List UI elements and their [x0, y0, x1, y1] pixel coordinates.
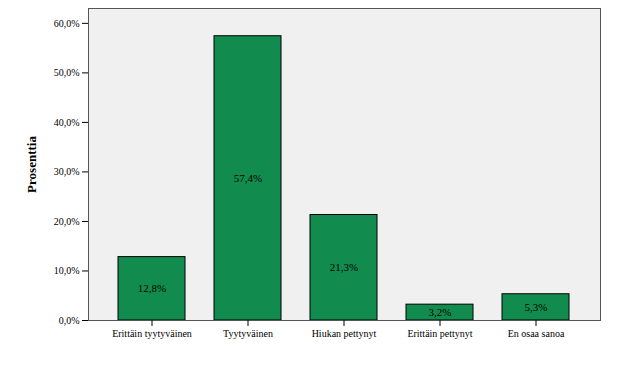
- svg-text:21,3%: 21,3%: [330, 261, 358, 273]
- svg-text:40,0%: 40,0%: [54, 117, 80, 128]
- svg-text:Tyytyväinen: Tyytyväinen: [223, 328, 273, 339]
- svg-text:En osaa sanoa: En osaa sanoa: [508, 328, 565, 339]
- svg-text:30,0%: 30,0%: [54, 166, 80, 177]
- svg-text:Erittäin pettynyt: Erittäin pettynyt: [407, 328, 472, 339]
- svg-text:10,0%: 10,0%: [54, 265, 80, 276]
- svg-text:50,0%: 50,0%: [54, 67, 80, 78]
- svg-text:60,0%: 60,0%: [54, 18, 80, 29]
- svg-text:Hiukan pettynyt: Hiukan pettynyt: [312, 328, 377, 339]
- svg-text:3,2%: 3,2%: [429, 306, 452, 318]
- svg-text:57,4%: 57,4%: [234, 172, 262, 184]
- svg-text:5,3%: 5,3%: [525, 301, 548, 313]
- svg-text:Prosenttia: Prosenttia: [24, 136, 39, 193]
- svg-text:12,8%: 12,8%: [138, 282, 166, 294]
- svg-text:0,0%: 0,0%: [59, 315, 80, 326]
- svg-text:Erittäin tyytyväinen: Erittäin tyytyväinen: [112, 328, 192, 339]
- svg-text:20,0%: 20,0%: [54, 216, 80, 227]
